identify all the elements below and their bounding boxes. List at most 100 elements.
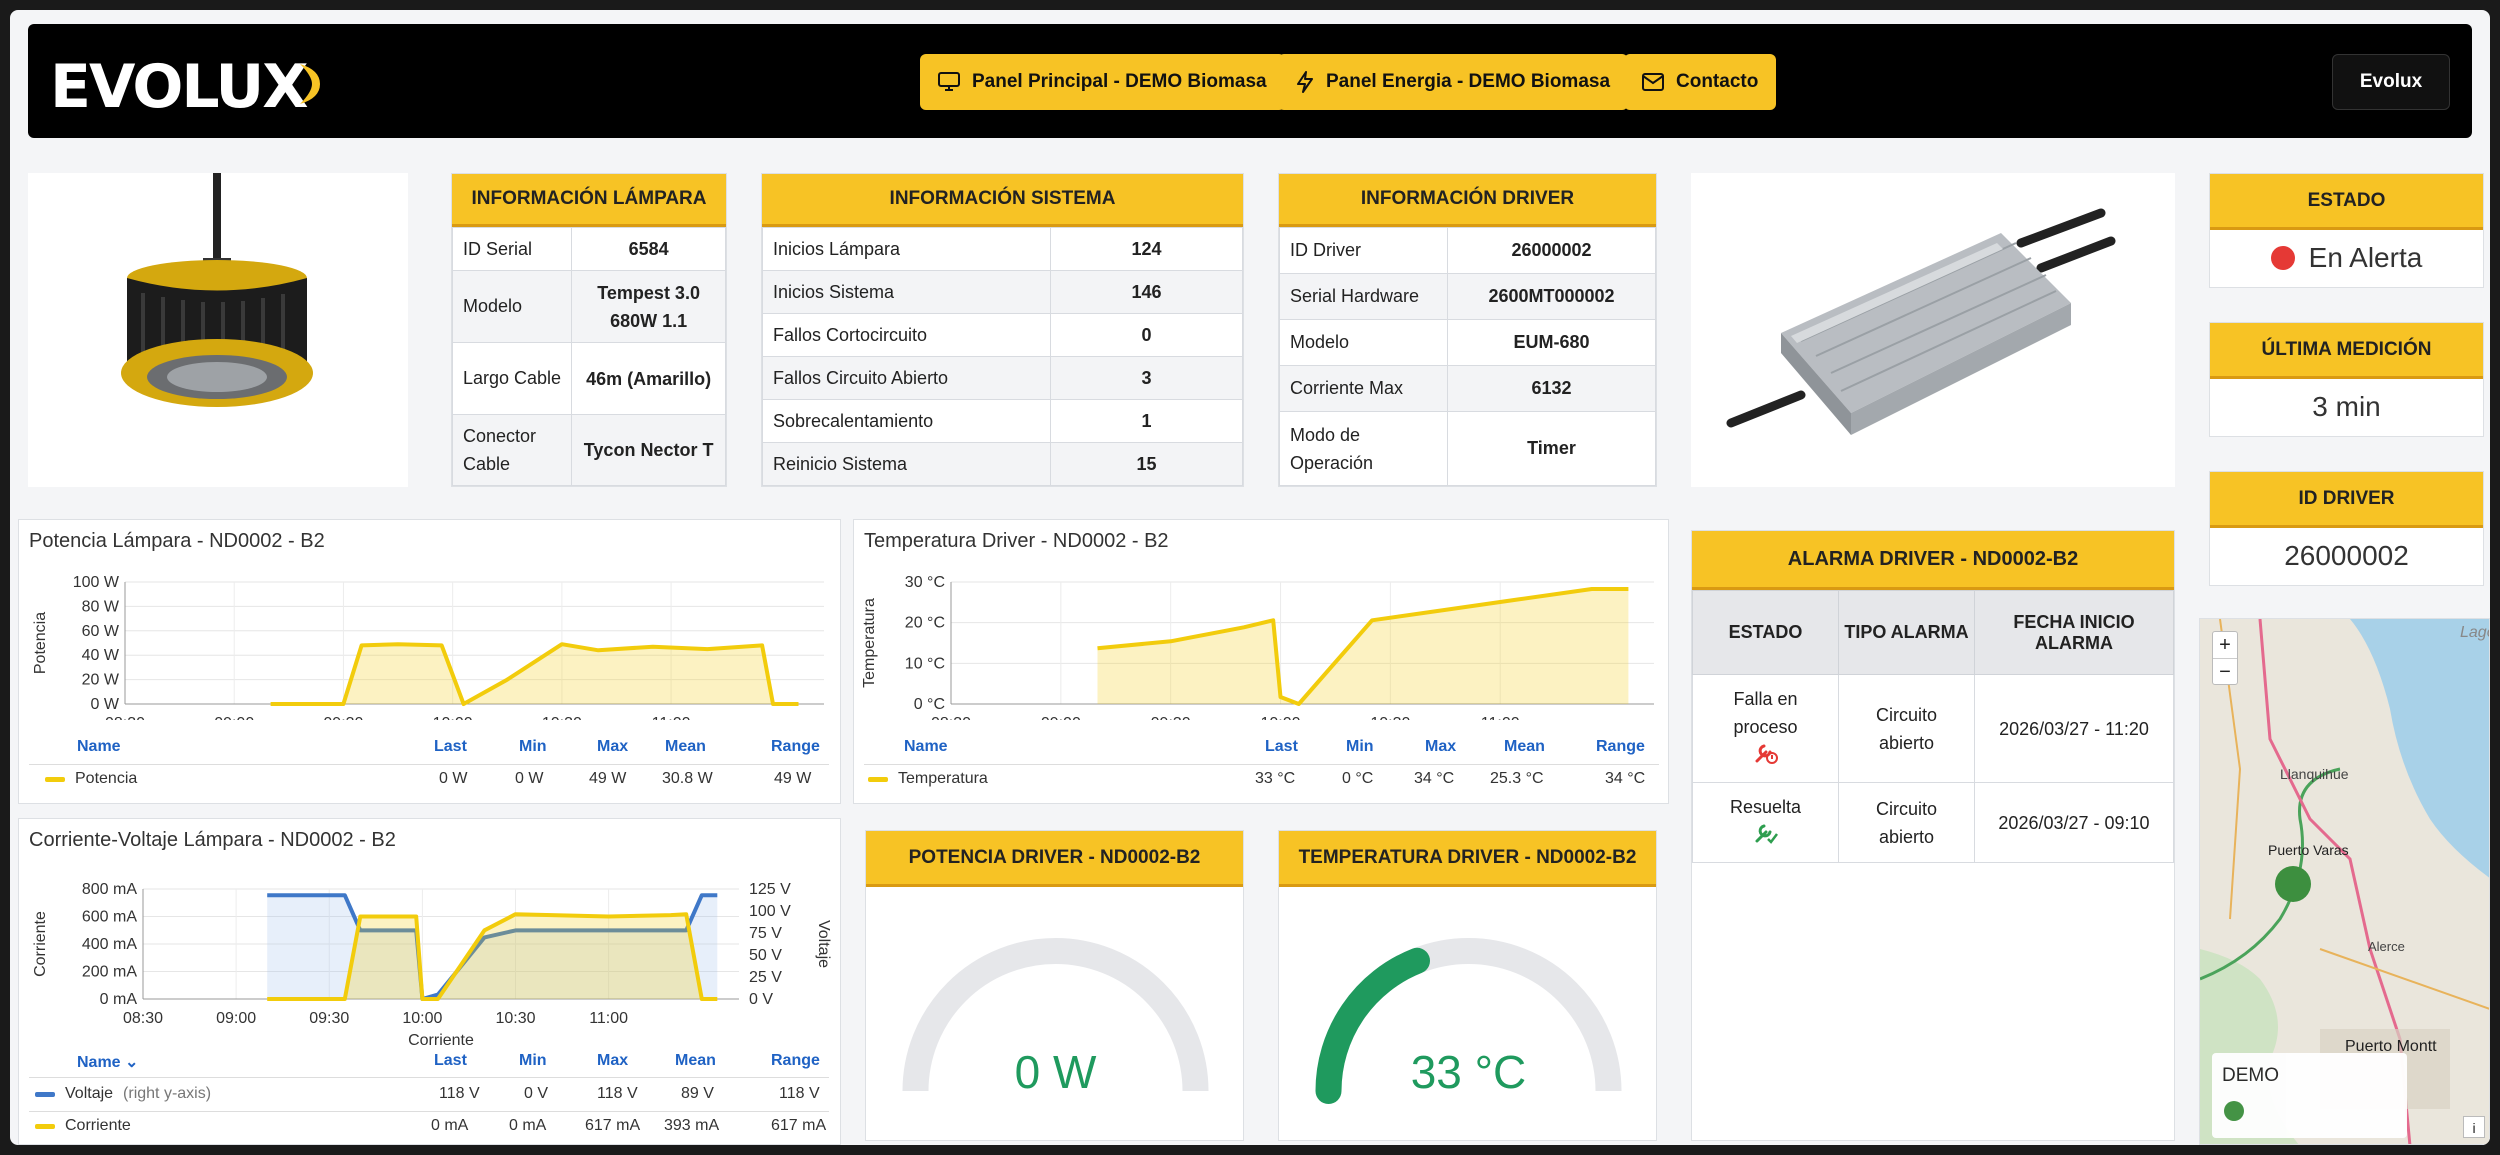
y-tick-label: 30 °C [905, 574, 945, 591]
x-tick-label: 10:00 [402, 1010, 442, 1027]
driver-info-table: ID Driver 26000002 Serial Hardware 2600MT0… [1279, 227, 1656, 486]
legend-series-corriente[interactable]: Corriente [35, 1117, 131, 1135]
legend-range-header[interactable]: Range [1596, 738, 1645, 755]
voltaje-line [267, 893, 718, 1001]
temperatura-gauge-title: TEMPERATURA DRIVER - ND0002-B2 [1279, 831, 1656, 887]
legend-max-header[interactable]: Max [597, 1052, 629, 1069]
alarm-estado: Resuelta [1729, 796, 1802, 817]
zoom-out-button[interactable]: − [2213, 658, 2237, 685]
y-tick-label: 400 mA [82, 936, 137, 953]
potencia-gauge [902, 938, 1209, 1092]
y-tick-label: 10 °C [905, 655, 945, 672]
y-tick-label: 20 °C [905, 615, 945, 632]
info-value: 6584 [571, 227, 726, 271]
nav-label: Panel Energia - DEMO Biomasa [1326, 71, 1611, 92]
legend-mean-header[interactable]: Mean [675, 1052, 716, 1069]
wrench-alert-icon [1755, 744, 1778, 764]
y-tick-label: 40 W [82, 647, 120, 664]
legend-series-voltaje[interactable]: Voltaje (right y-axis) [35, 1085, 211, 1103]
system-info-table: Inicios Lámpara 124 Inicios Sistema 146 Fa… [762, 227, 1243, 486]
y-axis-label: Temperatura [861, 598, 878, 688]
potencia-gauge-title: POTENCIA DRIVER - ND0002-B2 [866, 831, 1243, 887]
legend-max: 617 mA [585, 1117, 641, 1134]
temperatura-gauge-value: 33 °C [1410, 1046, 1527, 1098]
legend-mean-header[interactable]: Mean [665, 738, 706, 755]
temperatura-gauge [1315, 938, 1622, 1104]
id-driver-panel: ID DRIVER 26000002 [2209, 471, 2484, 586]
legend-last-header[interactable]: Last [1265, 738, 1298, 755]
legend-name-header[interactable]: Name [904, 738, 948, 755]
potencia-area [270, 644, 799, 704]
info-value: 3 [1050, 356, 1243, 400]
map-label-llanquihue: Llanquihue [2280, 766, 2349, 782]
col-tipo: TIPO ALARMA [1838, 590, 1975, 675]
legend-max: 118 V [597, 1085, 638, 1102]
map-zoom-controls: + − [2212, 631, 2238, 685]
legend-name-header[interactable]: Name [77, 738, 121, 755]
series-swatch [35, 1091, 55, 1097]
legend-series-temperatura[interactable]: Temperatura [868, 770, 988, 788]
map-marker-demo[interactable] [2275, 866, 2311, 902]
map-label-puerto-montt: Puerto Montt [2345, 1038, 2437, 1055]
legend-max-header[interactable]: Max [1425, 738, 1457, 755]
table-row: Inicios Sistema 146 [762, 270, 1243, 314]
legend-min-header[interactable]: Min [1346, 738, 1374, 755]
y-axis-label: Potencia [32, 612, 49, 674]
map-label-puerto-varas: Puerto Varas [2268, 842, 2349, 858]
user-menu-button[interactable]: Evolux [2332, 54, 2450, 110]
info-key: Reinicio Sistema [762, 442, 1051, 486]
alarm-tipo: Circuito abierto [1838, 674, 1975, 783]
info-value: Tempest 3.0 680W 1.1 [571, 270, 726, 343]
driver-image [1726, 208, 2116, 435]
legend-name-header[interactable]: Name ⌄ [77, 1054, 139, 1071]
potencia-line [270, 642, 799, 706]
alarm-table: ESTADO TIPO ALARMA FECHA INICIO ALARMA F… [1692, 590, 2174, 863]
info-key: Fallos Circuito Abierto [762, 356, 1051, 400]
legend-max: 49 W [589, 770, 627, 787]
nav-label: Contacto [1676, 71, 1759, 92]
x-tick-label: 11:00 [589, 1010, 628, 1027]
info-key: Largo Cable [451, 342, 573, 415]
y2-tick-label: 25 V [749, 969, 782, 986]
x-tick-label: 10:30 [1370, 715, 1410, 720]
map-panel[interactable]: Lago I Llanquihue Puerto Varas Alerce Pu… [2199, 618, 2490, 1145]
legend-mean: 393 mA [664, 1117, 720, 1134]
y2-axis-label: Voltaje [815, 920, 832, 968]
col-estado: ESTADO [1692, 590, 1839, 675]
system-info-panel: INFORMACIÓN SISTEMA Inicios Lámpara 124 I… [761, 173, 1244, 487]
legend-series-potencia[interactable]: Potencia [45, 770, 137, 788]
y-tick-label: 20 W [82, 672, 120, 689]
series-suffix: (right y-axis) [123, 1085, 212, 1102]
series-name: Corriente [65, 1117, 131, 1134]
alarm-fecha: 2026/03/27 - 09:10 [1974, 782, 2174, 863]
zoom-in-button[interactable]: + [2219, 634, 2231, 656]
legend-min-header[interactable]: Min [519, 738, 547, 755]
y-tick-label: 60 W [82, 623, 120, 640]
nav-panel-energia-button[interactable]: Panel Energia - DEMO Biomasa [1278, 54, 1629, 110]
x-tick-label: 09:30 [323, 715, 363, 720]
map-info-button[interactable]: i [2463, 1116, 2485, 1138]
legend-range-header[interactable]: Range [771, 738, 820, 755]
legend-range: 118 V [779, 1085, 820, 1102]
logo-leaf-icon [300, 64, 320, 104]
legend-mean-header[interactable]: Mean [1504, 738, 1545, 755]
id-driver-title: ID DRIVER [2210, 472, 2483, 528]
legend-last-header[interactable]: Last [434, 1052, 467, 1069]
ultima-medicion-value: 3 min [2312, 391, 2381, 422]
info-key: Modelo [451, 270, 573, 343]
lamp-info-table: ID Serial 6584 Modelo Tempest 3.0 680W 1.1… [451, 227, 726, 486]
alarm-title: ALARMA DRIVER - ND0002-B2 [1692, 531, 2174, 590]
evolux-logo[interactable]: EVOLUX [50, 52, 308, 122]
info-key: Serial Hardware [1279, 273, 1448, 320]
nav-contacto-button[interactable]: Contacto [1624, 54, 1777, 110]
legend-max-header[interactable]: Max [597, 738, 629, 755]
legend-min-header[interactable]: Min [519, 1052, 547, 1069]
temperatura-chart-panel: Temperatura Driver - ND0002 - B2 30 °C 20… [853, 519, 1669, 804]
legend-last-header[interactable]: Last [434, 738, 467, 755]
x-tick-label: 10:00 [1261, 715, 1301, 720]
x-tick-label: 10:00 [433, 715, 473, 720]
y-tick-label: 200 mA [82, 964, 137, 981]
legend-range-header[interactable]: Range [771, 1052, 820, 1069]
nav-panel-principal-button[interactable]: Panel Principal - DEMO Biomasa [920, 54, 1285, 110]
table-row: Modo de Operación Timer [1279, 411, 1656, 486]
